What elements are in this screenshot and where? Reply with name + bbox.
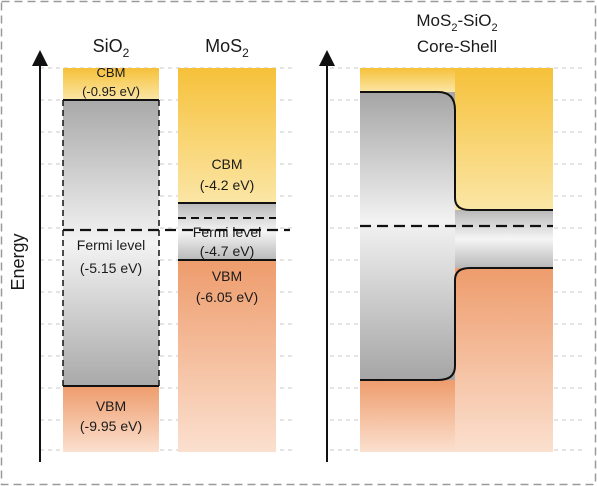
mos2-column: MoS2 CBM (-4.2 eV) Fermi level (-4.7 eV)…	[178, 36, 276, 452]
sio2-band-gap	[63, 100, 159, 386]
mos2-band-gap	[178, 203, 276, 260]
sio2-vbm-value: (-9.95 eV)	[80, 418, 142, 434]
core-shell-left-gap	[360, 92, 455, 380]
sio2-fermi-value: (-5.15 eV)	[80, 260, 142, 276]
sio2-fermi-label: Fermi level	[77, 237, 145, 253]
sio2-column: SiO2 CBM (-0.95 eV) Fermi level (-5.15 e…	[62, 36, 160, 452]
mos2-cbm-label: CBM	[211, 156, 242, 172]
core-shell-right-conduction	[455, 68, 553, 210]
core-shell-title-line1: MoS2-SiO2	[416, 11, 497, 34]
mos2-vbm-label: VBM	[212, 268, 242, 284]
energy-axis-label: Energy	[8, 233, 28, 290]
sio2-title: SiO2	[93, 36, 130, 60]
mos2-conduction-band	[178, 68, 276, 203]
sio2-cbm-label: CBM	[97, 65, 126, 80]
sio2-conduction-band	[63, 68, 159, 100]
mos2-fermi-label: Fermi level	[193, 224, 261, 240]
core-shell-title-line2: Core-Shell	[417, 37, 497, 56]
sio2-valence-band	[63, 386, 159, 452]
mos2-cbm-value: (-4.2 eV)	[200, 177, 254, 193]
core-shell-right-valence	[455, 268, 553, 452]
mos2-title: MoS2	[205, 36, 249, 60]
core-shell-column: MoS2-SiO2 Core-Shell	[360, 11, 553, 452]
core-shell-right-gap	[455, 210, 553, 268]
core-shell-cbm-curve	[360, 91, 553, 211]
sio2-vbm-label: VBM	[96, 398, 126, 414]
core-shell-left-conduction	[360, 68, 455, 92]
sio2-cbm-value: (-0.95 eV)	[82, 84, 140, 99]
core-shell-vbm-curve	[360, 267, 553, 381]
mos2-vbm-value: (-6.05 eV)	[196, 289, 258, 305]
mos2-fermi-value: (-4.7 eV)	[200, 243, 254, 259]
core-shell-left-valence	[360, 380, 455, 452]
mos2-valence-band	[178, 260, 276, 452]
